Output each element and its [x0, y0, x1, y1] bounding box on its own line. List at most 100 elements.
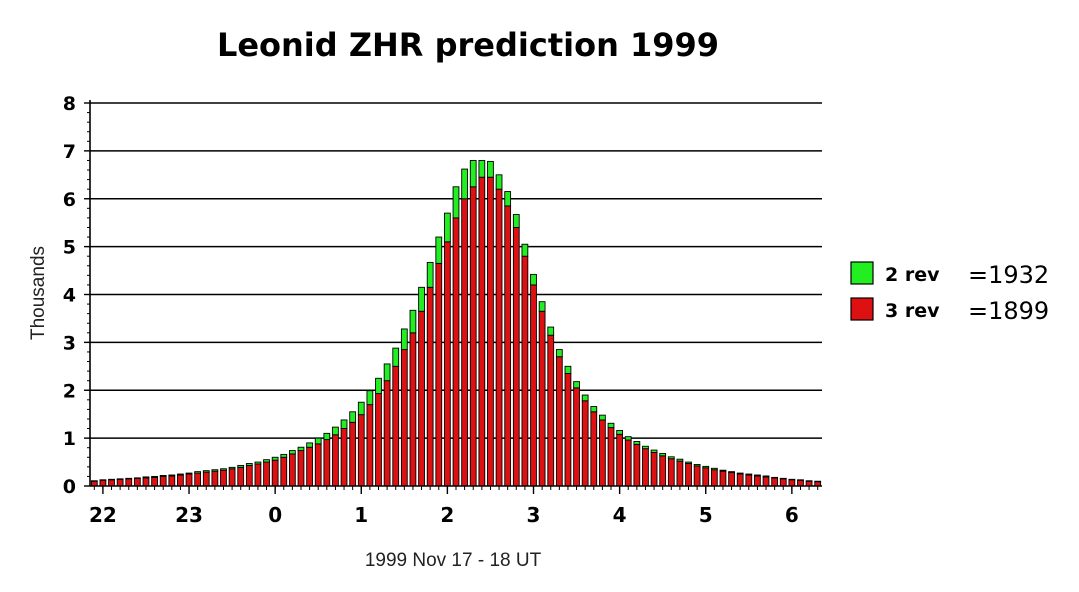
bar-3rev	[444, 241, 451, 487]
bar-3rev	[288, 453, 296, 487]
y-tick-labels: 0 1 2 3 4 5 6 7 8	[63, 93, 76, 498]
bar-3rev	[392, 365, 400, 487]
bar-2rev	[288, 450, 296, 455]
bar-2rev	[736, 472, 744, 475]
bar-3rev	[99, 479, 107, 487]
bar-3rev	[418, 310, 425, 487]
bar-2rev	[452, 186, 460, 219]
bar-3rev	[633, 443, 641, 487]
bar-3rev	[168, 475, 176, 487]
bar-3rev	[271, 459, 279, 487]
bar-2rev	[745, 473, 753, 476]
bar-2rev	[263, 459, 270, 463]
bar-3rev	[177, 474, 184, 487]
bar-2rev	[332, 426, 339, 436]
bar-3rev	[400, 349, 408, 487]
bar-2rev	[512, 214, 520, 228]
legend-count: =1899	[968, 297, 1049, 325]
axes	[84, 100, 822, 494]
bar-3rev	[521, 255, 529, 487]
bar-2rev	[271, 456, 279, 461]
bar-2rev	[530, 273, 537, 286]
bar-3rev	[306, 446, 313, 487]
bar-3rev	[667, 458, 675, 487]
bar-2rev	[702, 465, 710, 469]
bar-3rev	[469, 186, 477, 487]
bar-3rev	[237, 466, 245, 487]
bar-3rev	[159, 475, 167, 487]
bar-2rev	[426, 261, 434, 288]
bar-3rev	[452, 217, 460, 487]
bar-2rev	[547, 326, 555, 336]
bar-2rev	[461, 168, 468, 200]
y-tick-label: 1	[63, 428, 76, 450]
bar-2rev	[469, 159, 477, 188]
bar-2rev	[555, 349, 563, 358]
bar-3rev	[702, 467, 710, 487]
bar-2rev	[693, 464, 701, 467]
bar-3rev	[624, 439, 632, 487]
bar-2rev	[676, 458, 684, 462]
y-tick-label: 0	[63, 476, 76, 498]
bar-2rev	[590, 406, 598, 413]
y-tick-label: 4	[63, 285, 76, 307]
bar-2rev	[538, 301, 546, 312]
bar-2rev	[306, 442, 313, 448]
y-tick-label: 6	[63, 189, 76, 211]
bar-2rev	[581, 394, 589, 402]
bar-3rev	[504, 205, 512, 487]
bar-2rev	[624, 436, 632, 441]
bar-2rev	[185, 472, 193, 475]
x-tick-label: 22	[89, 503, 117, 527]
bar-2rev	[435, 236, 443, 264]
bar-3rev	[762, 476, 770, 487]
bar-3rev	[495, 188, 503, 487]
bar-2rev	[211, 469, 219, 472]
bar-2rev	[340, 419, 348, 429]
x-tick-label: 23	[175, 503, 203, 527]
bar-3rev	[779, 478, 787, 487]
bars	[90, 159, 822, 487]
bar-3rev	[710, 469, 718, 487]
bar-3rev	[642, 448, 649, 487]
bar-2rev	[667, 456, 675, 460]
bar-2rev	[762, 475, 770, 478]
bar-2rev	[754, 474, 761, 477]
bar-3rev	[693, 465, 701, 487]
bar-3rev	[659, 455, 667, 487]
bar-3rev	[151, 476, 158, 487]
bar-2rev	[237, 464, 245, 468]
bar-2rev	[142, 476, 150, 479]
bar-3rev	[487, 176, 494, 487]
bar-3rev	[555, 356, 563, 487]
bar-2rev	[564, 365, 572, 374]
bar-3rev	[616, 433, 624, 487]
bar-3rev	[409, 332, 417, 487]
x-tick-label: 3	[527, 503, 541, 527]
bar-2rev	[642, 445, 649, 450]
bar-3rev	[736, 473, 744, 487]
bar-3rev	[185, 473, 193, 487]
bar-2rev	[685, 461, 692, 464]
bar-3rev	[228, 468, 236, 487]
bar-3rev	[383, 380, 391, 487]
bar-3rev	[357, 414, 365, 487]
bar-2rev	[418, 286, 425, 312]
bar-2rev	[409, 309, 417, 334]
bar-2rev	[392, 347, 400, 367]
bar-3rev	[263, 461, 270, 487]
bar-2rev	[383, 363, 391, 382]
x-tick-label: 0	[268, 503, 282, 527]
bar-3rev	[245, 464, 253, 487]
bar-3rev	[512, 227, 520, 487]
legend-swatch	[850, 297, 874, 321]
bar-3rev	[435, 262, 443, 487]
bar-3rev	[194, 472, 202, 487]
bar-2rev	[400, 328, 408, 351]
legend-label: 3 rev	[885, 300, 940, 322]
bar-3rev	[108, 479, 115, 487]
bar-2rev	[719, 469, 727, 472]
bar-3rev	[547, 334, 555, 487]
bar-3rev	[745, 474, 753, 487]
